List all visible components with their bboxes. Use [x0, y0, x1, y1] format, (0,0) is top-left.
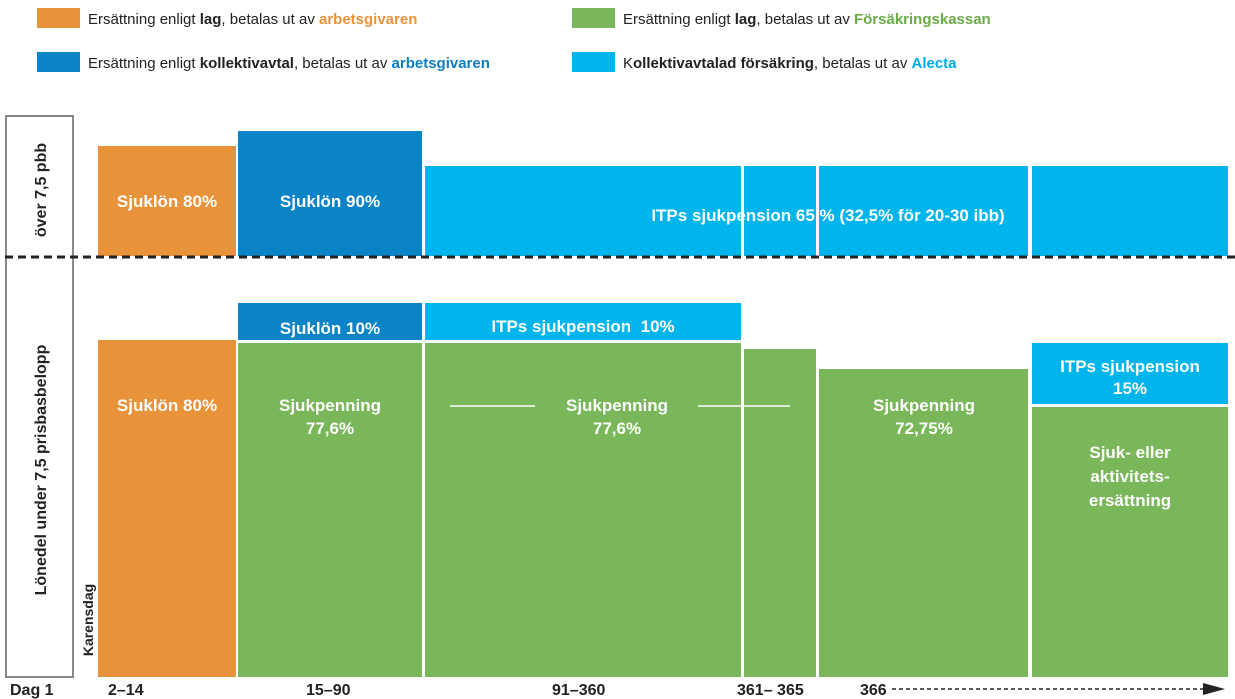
block: [819, 166, 1028, 256]
block-label: Sjuklön 10%: [280, 319, 380, 338]
row-label: över 7,5 pbb: [33, 143, 50, 237]
arrow-head: [1203, 683, 1225, 695]
block: [819, 369, 1028, 677]
legend-swatch: [37, 52, 80, 72]
block-label: ITPs sjukpension: [1060, 357, 1200, 376]
axis-label: 15–90: [306, 682, 351, 699]
axis-label: 91–360: [552, 682, 605, 699]
block-label: 77,6%: [593, 419, 641, 438]
block: [425, 166, 741, 256]
legend-entry: Ersättning enligt lag, betalas ut av arb…: [88, 11, 417, 28]
block-label: 15%: [1113, 379, 1147, 398]
row-label-box: [5, 115, 74, 678]
block-label: Sjukpenning: [873, 396, 975, 415]
block-label: Sjuklön 80%: [117, 192, 217, 211]
axis-label: 2–14: [108, 682, 144, 699]
row-label: Lönedel under 7,5 prisbasbelopp: [33, 344, 50, 595]
block-label: Sjukpenning: [279, 396, 381, 415]
block: [1032, 343, 1228, 404]
block-label: Sjuk- eller: [1089, 443, 1171, 462]
block-label: Sjuklön 90%: [280, 192, 380, 211]
axis-label: Dag 1: [10, 682, 54, 699]
karensdag-label: Karensdag: [80, 584, 96, 656]
legend-swatch: [572, 52, 615, 72]
block-label: aktivitets-: [1090, 467, 1169, 486]
block-label: 72,75%: [895, 419, 953, 438]
legend-entry: Ersättning enligt lag, betalas ut av För…: [623, 11, 991, 28]
block: [98, 340, 236, 677]
block-label: Sjukpenning: [566, 396, 668, 415]
legend-entry: Ersättning enligt kollektivavtal, betala…: [88, 55, 490, 72]
block: [238, 131, 422, 256]
block: [1032, 166, 1228, 256]
legend-entry: Kollektivavtalad försäkring, betalas ut …: [623, 55, 957, 72]
block: [238, 343, 422, 677]
block: [744, 166, 816, 256]
legend-swatch: [572, 8, 615, 28]
axis-label: 366: [860, 682, 887, 699]
block: [425, 303, 741, 340]
legend-swatch: [37, 8, 80, 28]
block: [238, 303, 422, 340]
block-label: 77,6%: [306, 419, 354, 438]
block-label: ersättning: [1089, 491, 1171, 510]
block: [98, 146, 236, 256]
block-label: Sjuklön 80%: [117, 396, 217, 415]
block: [744, 349, 816, 677]
block-label: ITPs sjukpension 65 % (32,5% för 20-30 i…: [651, 206, 1004, 225]
block: [425, 343, 741, 677]
block: [1032, 407, 1228, 677]
axis-label: 361– 365: [737, 682, 804, 699]
block-label: ITPs sjukpension 10%: [491, 317, 674, 336]
